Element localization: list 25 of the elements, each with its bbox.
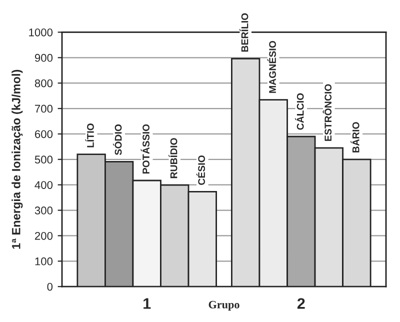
text: ESTRÔNCIO	[322, 84, 332, 141]
y-tick-label: 500	[34, 156, 53, 164]
text: MAGNÉSIO	[267, 40, 276, 93]
x-axis-title: Grupo	[208, 300, 240, 311]
x-tick-label: 2	[297, 298, 305, 309]
text: BERÍLIO	[240, 13, 248, 52]
text: LÍTIO	[85, 124, 94, 148]
y-tick-label: 800	[34, 79, 53, 88]
text: RUBÍDIO	[168, 138, 178, 178]
text: CÉSIO	[196, 155, 206, 185]
text: POTÁSSIO	[140, 124, 150, 174]
y-tick-label: 700	[35, 104, 53, 113]
y-axis-title: 1ª Energia de Ionização (kJ/mol)	[12, 70, 23, 249]
y-tick-label: 300	[34, 206, 53, 214]
text: BÁRIO	[350, 122, 360, 152]
y-tick-label: 600	[35, 130, 53, 138]
x-tick-label: 1	[144, 298, 151, 309]
y-tick-label: 200	[34, 232, 53, 240]
y-tick-label: 1000	[29, 28, 53, 36]
y-tick-label: 400	[34, 181, 53, 189]
text: CÁLCIO	[295, 93, 304, 130]
y-tick-label: 900	[34, 54, 53, 62]
y-tick-label: 0	[47, 282, 53, 291]
y-tick-label: 100	[35, 257, 53, 266]
text: SÓDIO	[112, 124, 122, 156]
